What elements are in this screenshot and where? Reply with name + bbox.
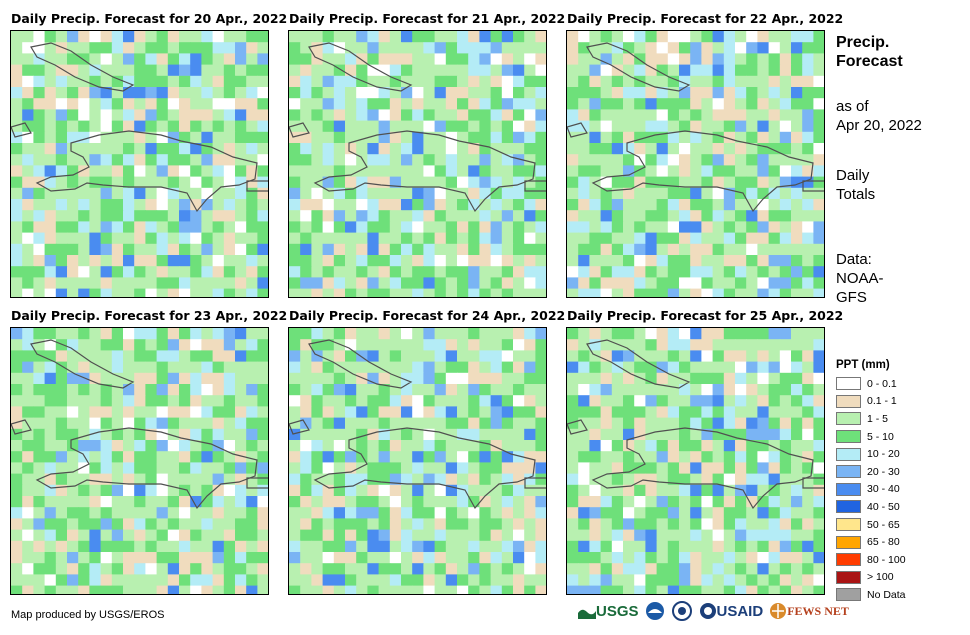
usaid-logo: USAID (699, 602, 764, 620)
legend-swatch (836, 553, 861, 567)
panel-title-1: Daily Precip. Forecast for 20 Apr., 2022 (11, 11, 288, 26)
legend-item: 0.1 - 1 (836, 393, 906, 411)
usgs-wave-icon (578, 609, 596, 619)
side-data-line1: Data: (836, 251, 872, 268)
legend-swatch (836, 377, 861, 391)
legend-swatch (836, 394, 861, 408)
side-totals: Daily Totals (836, 166, 875, 204)
side-asof-date: Apr 20, 2022 (836, 117, 922, 134)
legend-label: 40 - 50 (867, 500, 900, 513)
legend-item: 20 - 30 (836, 463, 906, 481)
noaa-logo-icon (645, 602, 664, 620)
legend-label: 20 - 30 (867, 465, 900, 478)
legend-label: 10 - 20 (867, 448, 900, 461)
legend-swatch (836, 465, 861, 479)
dhs-seal-icon (671, 601, 692, 621)
precip-map-2 (289, 31, 546, 297)
legend-label: 80 - 100 (867, 553, 906, 566)
legend-item: 0 - 0.1 (836, 375, 906, 393)
legend-item: 30 - 40 (836, 481, 906, 499)
legend-item: 65 - 80 (836, 533, 906, 551)
side-title-line2: Forecast (836, 53, 903, 70)
legend-swatch (836, 447, 861, 461)
legend-label: 65 - 80 (867, 536, 900, 549)
legend-swatch (836, 588, 861, 602)
legend-label: 50 - 65 (867, 518, 900, 531)
precip-map-5 (289, 328, 546, 594)
legend-swatch (836, 535, 861, 549)
map-panel-1 (10, 30, 269, 298)
legend-swatch (836, 482, 861, 496)
side-data-line3: GFS (836, 289, 867, 306)
panel-title-2: Daily Precip. Forecast for 21 Apr., 2022 (289, 11, 566, 26)
footer-credit: Map produced by USGS/EROS (11, 609, 165, 621)
legend-item: 50 - 65 (836, 516, 906, 534)
legend-label: No Data (867, 588, 906, 601)
legend-swatch (836, 412, 861, 426)
legend-item: 10 - 20 (836, 445, 906, 463)
precip-map-6 (567, 328, 824, 594)
fewsnet-globe-icon (770, 603, 787, 619)
side-asof-line1: as of (836, 98, 869, 115)
legend-item: 5 - 10 (836, 428, 906, 446)
legend-item: 40 - 50 (836, 498, 906, 516)
map-panel-4 (10, 327, 269, 595)
legend-label: > 100 (867, 571, 894, 584)
precip-map-4 (11, 328, 268, 594)
map-panel-6 (566, 327, 825, 595)
legend-item: 80 - 100 (836, 551, 906, 569)
legend-label: 5 - 10 (867, 430, 894, 443)
legend-swatch (836, 518, 861, 532)
usaid-logo-text: USAID (716, 602, 764, 620)
legend-swatch (836, 570, 861, 584)
legend-label: 0 - 0.1 (867, 377, 897, 390)
side-totals-line2: Totals (836, 186, 876, 203)
precip-map-3 (567, 31, 824, 297)
legend-label: 0.1 - 1 (867, 395, 897, 408)
legend-title: PPT (mm) (836, 359, 890, 371)
panel-title-5: Daily Precip. Forecast for 24 Apr., 2022 (289, 308, 566, 323)
panel-title-6: Daily Precip. Forecast for 25 Apr., 2022 (567, 308, 844, 323)
panel-title-4: Daily Precip. Forecast for 23 Apr., 2022 (11, 308, 288, 323)
legend-item: No Data (836, 586, 906, 604)
usaid-seal-icon (699, 603, 716, 619)
legend-item: 1 - 5 (836, 410, 906, 428)
panel-title-3: Daily Precip. Forecast for 22 Apr., 2022 (567, 11, 844, 26)
side-title: Precip. Forecast (836, 33, 903, 71)
side-data-source: Data: NOAA- GFS (836, 250, 884, 307)
fewsnet-logo: FEWS NET (769, 602, 849, 620)
usgs-logo: USGS (578, 603, 639, 620)
map-panel-5 (288, 327, 547, 595)
side-data-line2: NOAA- (836, 270, 884, 287)
legend-swatch (836, 430, 861, 444)
fewsnet-logo-text: FEWS NET (787, 603, 849, 618)
usgs-logo-text: USGS (596, 602, 639, 620)
map-panel-2 (288, 30, 547, 298)
legend: 0 - 0.1 0.1 - 1 1 - 5 5 - 10 10 - 20 20 - 30 3… (836, 375, 906, 604)
legend-label: 30 - 40 (867, 483, 900, 496)
legend-swatch (836, 500, 861, 514)
side-asof: as of Apr 20, 2022 (836, 97, 922, 135)
precip-map-1 (11, 31, 268, 297)
logo-strip: USGS USAID FEWS NET (578, 601, 849, 621)
legend-label: 1 - 5 (867, 412, 889, 425)
map-panel-3 (566, 30, 825, 298)
side-totals-line1: Daily (836, 167, 870, 184)
side-title-line1: Precip. (836, 34, 890, 51)
legend-item: > 100 (836, 569, 906, 587)
